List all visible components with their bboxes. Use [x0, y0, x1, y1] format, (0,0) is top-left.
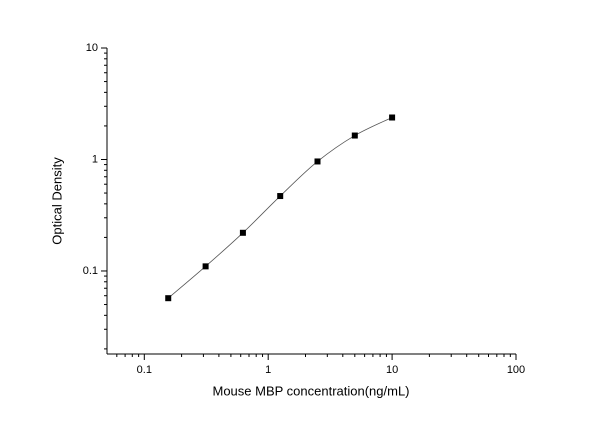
x-axis-title: Mouse MBP concentration(ng/mL) — [212, 383, 409, 398]
data-point — [239, 229, 246, 236]
data-point — [165, 295, 172, 302]
y-tick-label: 1 — [92, 153, 98, 165]
data-point — [351, 132, 358, 139]
y-axis-title: Optical Density — [49, 157, 64, 245]
data-point — [314, 158, 321, 165]
y-tick-label: 0.1 — [83, 265, 98, 277]
x-tick-label: 10 — [386, 364, 398, 376]
x-tick-label: 1 — [265, 364, 271, 376]
data-point — [389, 114, 396, 121]
x-tick-label: 100 — [507, 364, 525, 376]
fit-curve — [167, 117, 393, 299]
y-tick-label: 10 — [86, 42, 98, 54]
x-tick-label: 0.1 — [137, 364, 152, 376]
data-point — [202, 263, 209, 270]
data-point — [277, 193, 284, 200]
